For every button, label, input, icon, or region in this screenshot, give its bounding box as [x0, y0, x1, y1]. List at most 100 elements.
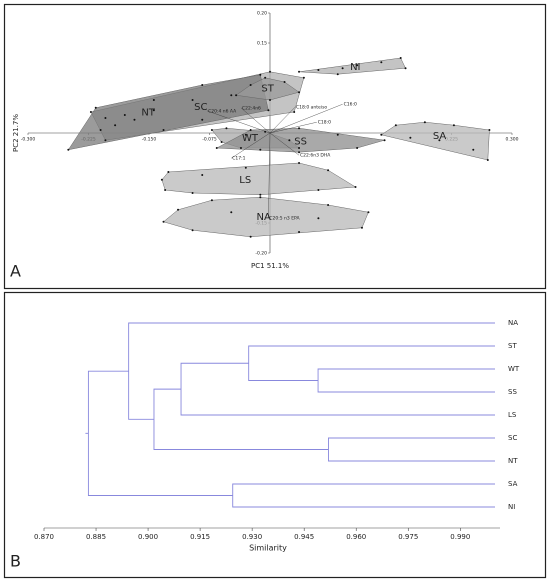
- point: [152, 99, 155, 101]
- leaf-label: ST: [508, 342, 517, 350]
- point: [164, 189, 167, 191]
- point: [288, 139, 291, 142]
- point: [177, 208, 180, 211]
- point: [472, 148, 475, 151]
- point: [94, 106, 97, 109]
- loading-label: C18:0 anteiso: [296, 105, 327, 111]
- x-tick-label: 0.945: [294, 533, 314, 541]
- point: [438, 139, 441, 142]
- point: [336, 133, 339, 136]
- loading-vector: [268, 132, 271, 219]
- leaf-label: LS: [508, 411, 517, 419]
- point: [104, 117, 107, 119]
- group-label: NT: [141, 107, 155, 118]
- point: [89, 111, 92, 113]
- group-label: SS: [294, 136, 307, 147]
- point: [409, 136, 412, 139]
- point: [269, 99, 271, 101]
- point: [317, 217, 320, 220]
- dendrogram-link: [153, 388, 329, 450]
- point: [298, 70, 301, 73]
- point: [267, 109, 270, 112]
- point: [360, 226, 363, 229]
- leaf-label: NI: [508, 503, 515, 511]
- x-tick-label: -0.150: [142, 137, 157, 143]
- point: [162, 220, 165, 223]
- point: [259, 73, 262, 76]
- point: [298, 147, 301, 149]
- leaf-label: SS: [508, 388, 517, 396]
- point: [298, 162, 301, 164]
- point: [104, 139, 107, 142]
- point: [201, 118, 204, 121]
- hull: [162, 196, 369, 238]
- x-tick-label: -0.075: [202, 137, 217, 143]
- point: [210, 129, 213, 131]
- point: [302, 76, 305, 79]
- dendrogram-link: [180, 362, 495, 416]
- loading-label: C22:4n6: [242, 105, 261, 111]
- point: [191, 192, 194, 194]
- point: [99, 129, 102, 131]
- point: [356, 147, 359, 149]
- x-tick-label: 0.975: [398, 533, 418, 541]
- panel-label: A: [10, 262, 21, 281]
- group-label: NI: [350, 62, 360, 73]
- y-axis-title: PC2 21.7%: [12, 114, 20, 152]
- point: [269, 70, 271, 73]
- point: [191, 229, 194, 232]
- dendrogram-link: [87, 370, 233, 496]
- point: [367, 211, 370, 214]
- point: [259, 193, 262, 196]
- x-tick-label: -0.300: [21, 137, 36, 143]
- point: [239, 147, 242, 149]
- point: [264, 130, 267, 133]
- loading-label: C20:4 n6 AA: [208, 108, 237, 114]
- point: [488, 129, 491, 131]
- point: [123, 114, 126, 116]
- point: [114, 124, 117, 127]
- point: [152, 109, 155, 112]
- point: [249, 235, 252, 238]
- point: [162, 129, 165, 131]
- point: [380, 133, 383, 136]
- point: [486, 159, 489, 161]
- leaf-label: NA: [508, 319, 518, 327]
- x-tick-label: 0.870: [34, 533, 54, 541]
- loading-label: C16:0: [344, 102, 357, 108]
- loading-label: C18:0: [318, 120, 331, 126]
- point: [298, 91, 301, 94]
- point: [327, 204, 330, 206]
- point: [220, 141, 223, 143]
- point: [298, 127, 301, 130]
- point: [317, 69, 320, 71]
- x-axis-title: PC1 51.1%: [251, 262, 289, 270]
- point: [201, 84, 204, 86]
- y-tick-label: 0.20: [257, 11, 267, 17]
- point: [298, 231, 301, 233]
- loading-vector: [269, 132, 300, 156]
- point: [293, 111, 296, 113]
- point: [341, 67, 344, 70]
- panel-label: B: [10, 552, 21, 571]
- loading-label: C20:5 n3 EPA: [269, 216, 300, 222]
- group-label: NA: [257, 212, 271, 223]
- group-label: WT: [242, 133, 259, 144]
- point: [298, 151, 301, 154]
- x-tick-label: 0.930: [242, 533, 262, 541]
- x-tick-label: 0.900: [138, 533, 158, 541]
- group-label: ST: [261, 84, 274, 95]
- leaf-label: WT: [508, 365, 520, 373]
- loading-vector: [240, 107, 271, 134]
- point: [336, 73, 339, 76]
- point: [380, 61, 383, 64]
- x-tick-label: 0.990: [450, 533, 470, 541]
- hull: [67, 74, 269, 151]
- group-label: SA: [433, 131, 447, 142]
- x-tick-label: 0.300: [506, 137, 519, 143]
- point: [264, 76, 267, 79]
- leaf-label: SA: [508, 480, 518, 488]
- point: [235, 94, 238, 97]
- loading-label: C22:6n3 DHA: [300, 153, 331, 159]
